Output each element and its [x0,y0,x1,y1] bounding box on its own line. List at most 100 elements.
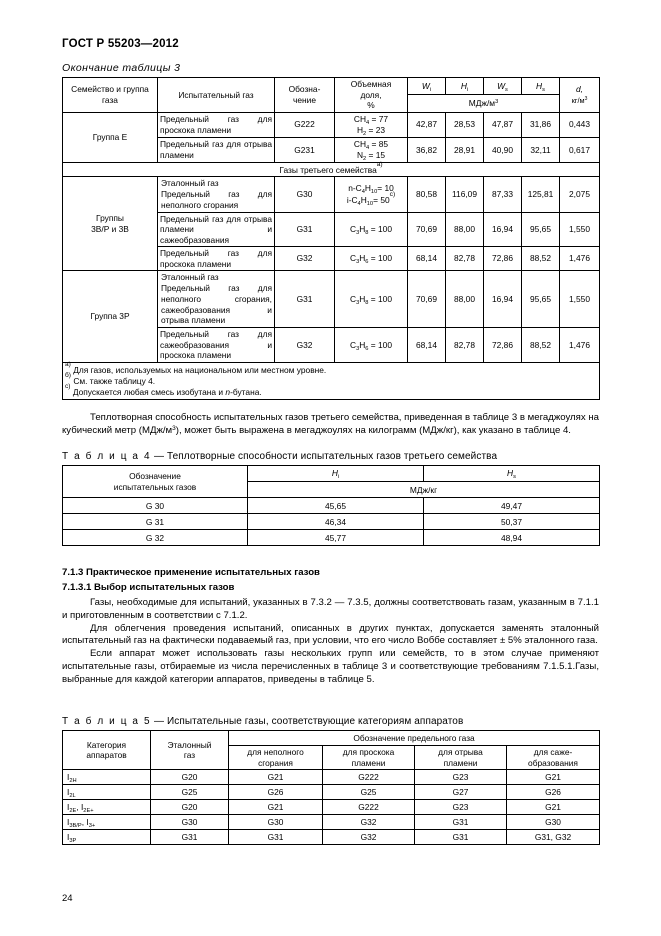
th-hi: Hi [445,76,484,96]
cell-wi: 36,82 [407,136,446,164]
cell-gas: Эталонный газ Предельный газ для неполног… [157,176,275,213]
cell-group-3p: Группа 3Р [62,270,158,363]
table-row: G 31 46,34 50,37 [62,513,600,531]
cell-gas: Предельный газ для проскока пламени [157,246,275,272]
th-wi: Wi [407,76,446,96]
th4-hi: Hi [247,465,424,483]
cell4-hi: 46,34 [247,513,424,531]
cell-hs: 88,52 [521,327,560,363]
table-row: Предельный газ для отрыва пламени и саже… [63,211,600,248]
cell5-category: I3B/P, I3+ [62,814,151,831]
cell5-incomplete: G31 [228,829,323,846]
cell5-reference: G25 [150,784,229,801]
footnote-mark: а) [65,360,71,368]
table5-header-row-2: для неполного сгорания для проскока пламен… [63,745,600,771]
heading-7-1-3-1: 7.1.3.1 Выбор испытательных газов [62,581,235,593]
table-row: Предельный газ для сажеобразования и про… [63,327,600,363]
cell5-liftoff: G31 [414,814,507,831]
table3-footnotes: а) Для газов, используемых на национальн… [62,360,600,400]
table-row: Группа Е Предельный газ для проскока пла… [62,111,600,164]
cell4-designation: G 30 [62,497,248,515]
th4-units-band: МДж/кг [247,481,600,499]
cell-ws: 16,94 [483,211,522,248]
table-row: I2H G20 G21 G222 G23 G21 [62,769,600,786]
table3-section-row: Газы третьего семействаа) [62,161,600,178]
cell-hs: 95,65 [521,270,560,329]
table-row: G 32 45,77 48,94 [62,529,600,547]
table3-wrapper: Семейство и группа газа Испытательный га… [62,76,600,400]
table3-footnotes-row: а) Для газов, используемых на национальн… [62,360,600,400]
table-row: Группа 3Р Эталонный газ Предельный газ дл… [62,270,600,363]
th4-designation: Обозначение испытательных газов [62,465,248,499]
paragraph-multi-group: Если аппарат может использовать газы нес… [62,648,599,685]
spacer [62,686,599,706]
table5: Категория аппаратов Эталонный газ Обозначе… [62,730,600,846]
cell-ws: 16,94 [483,270,522,329]
table3: Семейство и группа газа Испытательный га… [62,76,600,400]
th5-flashback-line1: для проскока [342,747,395,758]
spacer [62,400,599,412]
table-row: I3B/P, I3+ G30 G30 G32 G31 G30 [62,814,600,831]
cell-hs: 31,86 [521,111,560,138]
cell4-hs: 50,37 [423,513,600,531]
table4-caption: Т а б л и ц а 4 — Теплотворные способнос… [62,451,599,462]
page-content: ГОСТ Р 55203—2012 Окончание таблицы 3 Се… [62,30,600,846]
th-density: d, кг/м3 [559,77,600,113]
section-headings: 7.1.3 Практическое применение испытатель… [62,566,599,595]
cell-designation: G231 [274,136,335,164]
table-row: Группы 3В/Р и 3В Эталонный газ Предельный … [62,176,600,272]
cell-fraction: C3H6 = 100 [334,246,408,272]
cell-wi: 68,14 [407,246,446,272]
cell5-incomplete: G30 [228,814,323,831]
cell5-flashback: G222 [322,799,415,816]
paragraph-gases-required: Газы, необходимые для испытаний, указанн… [62,597,599,621]
th-designation: Обозна-чение [274,77,335,113]
table4-caption-text: — Теплотворные способности испытательных… [151,451,498,463]
table-row: Предельный газ для отрыва пламени G231 C… [63,136,600,164]
cell-gas: Предельный газ для проскока пламени [157,111,275,138]
cell-designation: G31 [274,270,335,329]
cell5-reference: G30 [150,814,229,831]
th5-sooting: для саже-образования [506,745,600,771]
cell5-category: I3P [62,829,151,846]
th5-category-line2: аппаратов [86,750,127,761]
band-footnote-mark: а) [376,161,383,169]
cell5-category: I2L [62,784,151,801]
cell-hs: 88,52 [521,246,560,272]
cell5-reference: G31 [150,829,229,846]
table5-caption: Т а б л и ц а 5 — Испытательные газы, со… [62,716,599,727]
cell-fraction: n-C4H10= 10 i-C4H10= 50с) [334,176,408,213]
th4-hs: Hs [423,465,600,483]
cell-fraction: C3H6 = 100 [334,327,408,363]
cell-designation: G31 [274,211,335,248]
cell5-flashback: G222 [322,769,415,786]
th5-sooting-line2: образования [528,757,578,768]
cell5-incomplete: G21 [228,799,323,816]
cell-gas: Предельный газ для сажеобразования и про… [157,327,275,363]
paragraph-calorific: Теплотворная способность испытательных г… [62,411,599,436]
cell5-liftoff: G27 [414,784,507,801]
cell4-designation: G 31 [62,513,248,531]
th5-incomplete: для неполного сгорания [228,745,323,771]
cell-hs: 125,81 [521,176,560,213]
cell-ws: 40,90 [483,136,522,164]
footnote-item: б) См. также таблицу 4. [65,372,597,386]
cell5-incomplete: G26 [228,784,323,801]
spacer [62,546,599,566]
cell-groups-3bp: Группы 3В/Р и 3В [62,176,158,272]
cell-fraction: CH4 = 85 N2 = 15 [334,136,408,164]
cell-d: 2,075 [559,176,600,213]
cell-hi: 82,78 [445,327,484,363]
cell-hi: 28,53 [445,111,484,138]
th-units-band: МДж/м3 [407,94,560,113]
cell-d: 0,443 [559,111,600,138]
cell5-liftoff: G31 [414,829,507,846]
cell-hi: 82,78 [445,246,484,272]
table5-caption-label: Т а б л и ц а 5 [62,716,152,728]
page-number: 24 [62,893,73,904]
cell-designation: G222 [274,111,335,138]
cell5-flashback: G32 [322,829,415,846]
heading-7-1-3: 7.1.3 Практическое применение испытатель… [62,567,320,579]
table3-caption: Окончание таблицы 3 [62,62,181,74]
